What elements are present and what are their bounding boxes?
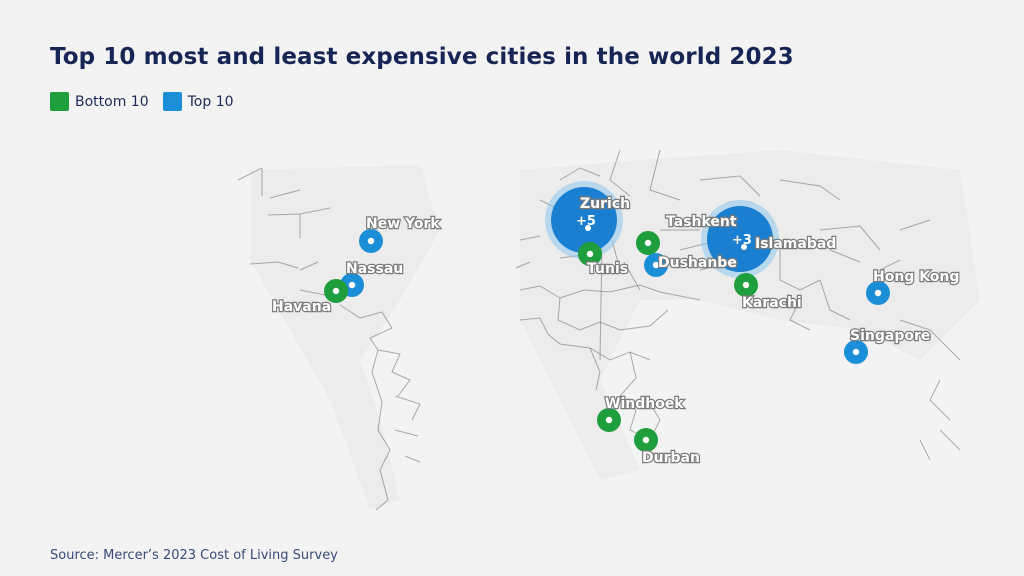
city-dot-tunis [586,250,594,258]
city-label-dushanbe: Dushanbe [658,255,737,271]
city-label-tashkent: Tashkent [666,214,737,230]
city-label-windhoek: Windhoek [605,396,684,412]
city-label-hong-kong: Hong Kong [873,269,959,285]
cluster-count-zurich: +5 [576,214,596,229]
city-label-nassau: Nassau [346,261,403,277]
city-dot-windhoek [605,416,613,424]
city-label-singapore: Singapore [850,328,930,344]
city-label-zurich: Zurich [580,196,630,212]
page-title: Top 10 most and least expensive cities i… [50,44,794,70]
city-label-durban: Durban [642,450,700,466]
city-markers: +5 +3 New York Nassau Havana Zurich Tunis Tashk… [271,181,961,467]
legend-label-bottom: Bottom 10 [75,93,149,110]
city-label-tunis: Tunis [587,261,628,277]
country-borders [237,149,961,511]
city-dot-zurich [585,225,591,231]
city-label-islamabad: Islamabad [755,236,836,252]
cluster-count-islamabad: +3 [732,233,752,248]
legend: Bottom 10 Top 10 [50,92,234,111]
city-label-karachi: Karachi [742,295,802,311]
legend-item-top[interactable]: Top 10 [162,92,234,111]
city-label-new-york: New York [366,216,440,232]
source-note: Source: Mercer’s 2023 Cost of Living Sur… [50,548,338,563]
cluster-zurich[interactable] [551,187,617,253]
legend-swatch-top [162,92,182,111]
cluster-islamabad[interactable] [707,206,773,272]
legend-swatch-bottom [50,92,69,111]
city-dot-dushanbe [652,261,660,269]
legend-label-top: Top 10 [187,93,234,110]
city-dot-singapore [852,348,860,356]
legend-item-bottom[interactable]: Bottom 10 [50,92,149,111]
city-dot-tashkent [644,239,652,247]
city-dot-islamabad [741,244,747,250]
city-dot-durban [642,436,650,444]
city-dot-new-york [367,237,375,245]
city-dot-nassau [348,281,356,289]
city-dot-hong-kong [874,289,882,297]
city-dot-havana [332,287,340,295]
city-dot-karachi [742,281,750,289]
city-label-havana: Havana [272,299,331,315]
